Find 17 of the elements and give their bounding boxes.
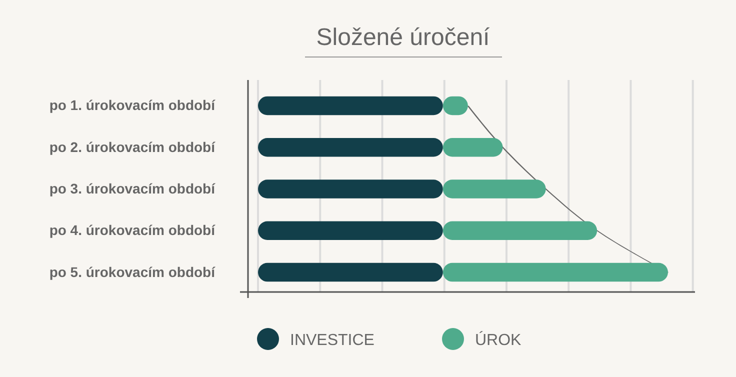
- bar: [258, 180, 443, 198]
- y-tick-label: po 1. úrokovacím období: [49, 97, 216, 114]
- y-tick-label: po 4. úrokovacím období: [49, 222, 216, 238]
- bar: [442, 221, 598, 240]
- legend-label: ÚROK: [475, 331, 522, 349]
- legend-label: INVESTICE: [290, 332, 374, 349]
- chart-title: Složené úročení: [316, 24, 490, 51]
- y-tick-label: po 2. úrokovacím období: [49, 138, 216, 155]
- y-tick-label: po 5. úrokovacím období: [49, 264, 216, 280]
- bar: [442, 262, 668, 282]
- bar: [258, 262, 443, 282]
- bar: [258, 96, 443, 116]
- bar: [442, 180, 546, 198]
- bar: [442, 138, 503, 157]
- bar: [258, 138, 443, 157]
- y-tick-label: po 3. úrokovacím období: [49, 180, 216, 196]
- bar: [258, 221, 443, 240]
